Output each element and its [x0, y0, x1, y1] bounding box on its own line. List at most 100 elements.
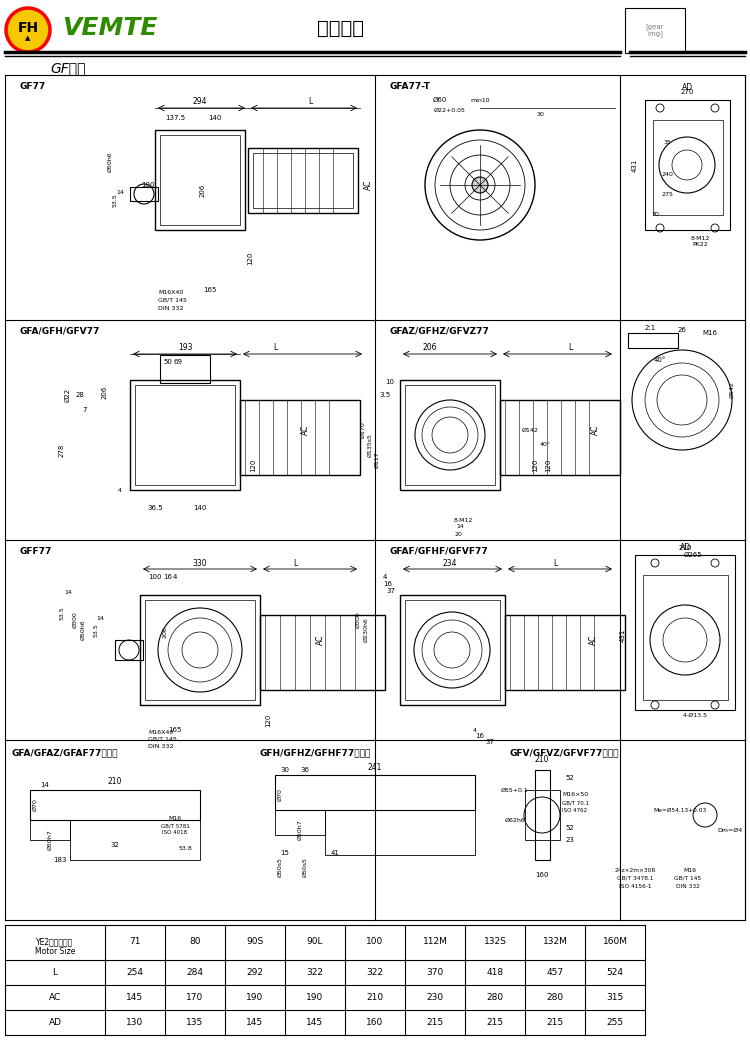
Text: 52: 52 — [566, 825, 574, 831]
Text: 230: 230 — [427, 993, 443, 1002]
Text: AC: AC — [316, 634, 325, 645]
Circle shape — [6, 8, 50, 52]
Text: 15: 15 — [280, 850, 290, 856]
Text: AD: AD — [682, 83, 692, 93]
Text: 4: 4 — [473, 728, 477, 732]
Text: GFH/GFHZ/GFHF77输出轴: GFH/GFHZ/GFHF77输出轴 — [260, 748, 371, 757]
Text: 240: 240 — [661, 173, 673, 178]
Text: 132M: 132M — [542, 937, 568, 946]
Text: AC: AC — [590, 424, 599, 435]
Text: 254: 254 — [127, 968, 143, 977]
Text: 7: 7 — [82, 407, 87, 413]
Bar — [275, 810, 325, 835]
Text: 69: 69 — [173, 359, 182, 365]
Text: 130: 130 — [126, 1018, 144, 1028]
Text: 280: 280 — [547, 993, 563, 1002]
Text: AC: AC — [364, 180, 373, 190]
Bar — [30, 820, 70, 840]
Bar — [628, 333, 678, 348]
Text: 234: 234 — [442, 558, 458, 568]
Text: 140: 140 — [194, 505, 207, 511]
Bar — [645, 100, 730, 230]
Bar — [155, 130, 245, 230]
Text: 37: 37 — [485, 739, 494, 745]
Text: Ø265: Ø265 — [684, 552, 702, 558]
Text: 3.5: 3.5 — [380, 392, 391, 398]
Text: GB/T 145: GB/T 145 — [158, 297, 187, 303]
Text: GFV/GFVZ/GFVF77输出轴: GFV/GFVZ/GFVF77输出轴 — [510, 748, 620, 757]
Text: 14: 14 — [116, 189, 124, 194]
Text: 215: 215 — [487, 1018, 503, 1028]
Text: 135: 135 — [186, 1018, 203, 1028]
Text: min10: min10 — [470, 98, 490, 103]
Bar — [500, 400, 620, 475]
Text: 140: 140 — [209, 115, 222, 121]
Text: 132S: 132S — [484, 937, 506, 946]
Text: 206: 206 — [200, 183, 206, 197]
Text: L: L — [53, 968, 58, 977]
Bar — [400, 595, 505, 705]
Text: L: L — [553, 558, 557, 568]
Text: 52: 52 — [566, 775, 574, 781]
Text: GFF77: GFF77 — [20, 547, 53, 556]
Text: 160M: 160M — [602, 937, 628, 946]
Text: 145: 145 — [127, 993, 143, 1002]
Bar — [325, 810, 475, 855]
Text: ISO 4156-1: ISO 4156-1 — [619, 884, 651, 888]
Text: 23: 23 — [566, 837, 574, 843]
Text: 120: 120 — [247, 252, 253, 265]
Bar — [405, 385, 495, 485]
Text: 270: 270 — [680, 89, 694, 95]
Text: 315: 315 — [606, 993, 624, 1002]
Text: 41: 41 — [331, 850, 340, 856]
Text: 90S: 90S — [246, 937, 264, 946]
Text: 431: 431 — [632, 158, 638, 172]
Text: 30: 30 — [536, 112, 544, 118]
Bar — [653, 120, 723, 215]
Text: 28: 28 — [76, 392, 85, 398]
Bar — [130, 380, 240, 490]
Text: 120: 120 — [532, 459, 538, 472]
Text: 112M: 112M — [422, 937, 448, 946]
Text: 275: 275 — [661, 192, 673, 198]
Text: 30: 30 — [280, 768, 290, 773]
Text: PK22: PK22 — [692, 242, 708, 248]
Bar — [70, 820, 200, 860]
Text: 4: 4 — [118, 488, 122, 493]
Text: 120: 120 — [265, 713, 271, 727]
Text: 183: 183 — [53, 857, 67, 863]
Text: L: L — [308, 98, 312, 106]
Text: 165: 165 — [203, 287, 217, 293]
Text: VEMTE: VEMTE — [62, 16, 158, 40]
Text: Ø50h6: Ø50h6 — [107, 152, 112, 173]
Text: 524: 524 — [607, 968, 623, 977]
Text: L: L — [292, 558, 297, 568]
Text: GFAF/GFHF/GFVF77: GFAF/GFHF/GFVF77 — [390, 547, 489, 556]
Text: GFA77-T: GFA77-T — [390, 82, 430, 90]
Text: 137.5: 137.5 — [165, 115, 185, 121]
Text: Ø117: Ø117 — [374, 451, 380, 468]
Text: FH: FH — [17, 21, 38, 35]
Text: 160: 160 — [366, 1018, 383, 1028]
Text: DIN 332: DIN 332 — [676, 884, 700, 888]
Text: M16×50: M16×50 — [562, 792, 588, 798]
Text: 16: 16 — [476, 733, 484, 739]
Text: DIN 332: DIN 332 — [148, 744, 173, 749]
Bar — [248, 148, 358, 213]
Text: GB/T 3478.1: GB/T 3478.1 — [616, 876, 653, 881]
Text: 322: 322 — [367, 968, 383, 977]
Bar — [140, 595, 260, 705]
Text: 4: 4 — [172, 574, 177, 580]
Text: Ø50s5: Ø50s5 — [302, 857, 307, 877]
Bar — [635, 555, 735, 710]
Text: 278: 278 — [59, 443, 65, 457]
Text: Ø22+0.05: Ø22+0.05 — [434, 107, 466, 112]
Text: 14: 14 — [64, 591, 72, 596]
Text: 193: 193 — [178, 343, 192, 353]
Text: 255: 255 — [607, 1018, 623, 1028]
Text: 16: 16 — [383, 581, 392, 587]
Text: 32: 32 — [110, 842, 119, 848]
Text: M16: M16 — [683, 867, 697, 873]
Text: Me=Ø54.13+0.03: Me=Ø54.13+0.03 — [653, 807, 706, 812]
Text: Ø50h7: Ø50h7 — [298, 820, 302, 840]
